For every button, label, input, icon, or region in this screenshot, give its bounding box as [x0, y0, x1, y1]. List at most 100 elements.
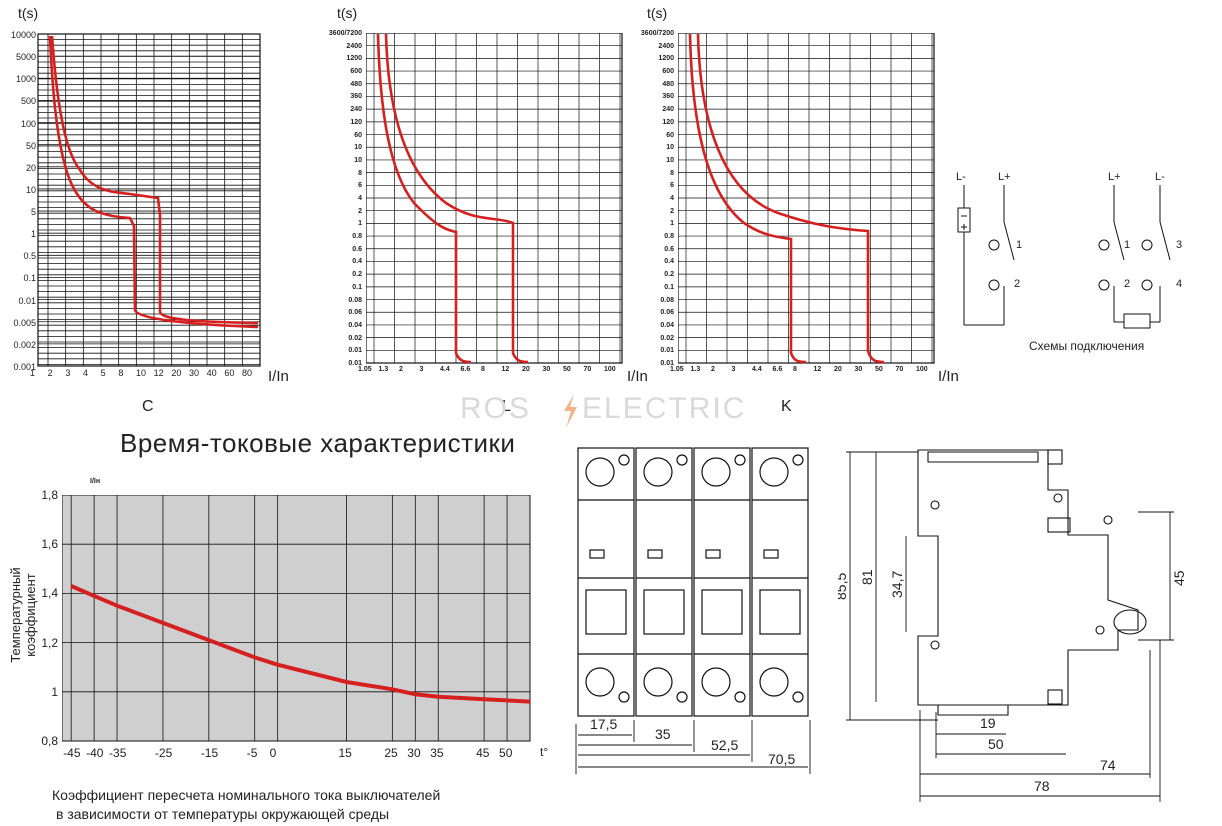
pole-window	[705, 549, 721, 559]
screw-icon	[585, 457, 615, 487]
tick-label: 20	[25, 162, 36, 173]
tick-label: 0.1	[23, 273, 36, 284]
chart-c-grid	[37, 33, 261, 367]
tick-label: 12	[501, 366, 510, 373]
temp-x-tick: 35	[430, 746, 444, 760]
tick-label: 5	[30, 207, 36, 218]
temp-x-tick: 25	[384, 746, 398, 760]
chart-c-x-label: I/In	[268, 368, 289, 385]
tick-label: 100	[916, 366, 928, 373]
tick-label: 100	[604, 366, 616, 373]
tick-label: 1200	[658, 55, 674, 63]
temp-x-unit: t°	[540, 745, 549, 759]
tick-label: 5000	[15, 52, 36, 63]
front-dim-d3: 52,5	[711, 737, 738, 753]
chart-c-x-ticks: 1 2 3 4 5 8 10 12 20 30 40 60 80	[30, 368, 268, 382]
tick-label: 30	[854, 366, 863, 373]
tick-label: 3600/7200	[328, 30, 362, 37]
tick-label: 10	[666, 156, 674, 164]
temp-x-tick: -25	[154, 746, 173, 760]
screw-icon	[701, 667, 731, 697]
tick-label: 0.1	[352, 283, 362, 291]
terminal-icon	[618, 454, 630, 466]
temp-x-tick: -15	[200, 746, 219, 760]
tick-label: 8	[118, 368, 124, 378]
side-dim-h3: 34,7	[889, 571, 905, 598]
temp-y-tick: 1,4	[41, 586, 58, 601]
wiring-left-t2: 2	[1014, 278, 1020, 290]
tick-label: 0.4	[352, 258, 362, 266]
tick-label: 8	[481, 366, 485, 373]
tick-label: 0.001	[13, 362, 36, 372]
pole-toggle	[701, 589, 743, 635]
temp-x-tick: 0	[269, 746, 277, 760]
tick-label: 0.4	[664, 258, 674, 266]
tick-label: 2400	[658, 42, 674, 50]
side-dim-w2: 50	[988, 736, 1004, 752]
tick-label: 5	[100, 368, 106, 378]
pole-toggle	[585, 589, 627, 635]
tick-label: 10	[354, 156, 362, 164]
tick-label: 1	[30, 229, 36, 240]
tick-label: 0.04	[348, 321, 362, 329]
tick-label: 600	[350, 68, 362, 76]
pole-window	[589, 549, 605, 559]
temp-x-ticks: -45 -40 -35 -25 -15 -5 0 15 25 30 35 45 50	[62, 746, 542, 760]
chart-c-upper-curve	[50, 35, 259, 325]
tick-label: 0.01	[348, 347, 362, 355]
tick-label: 4.4	[752, 366, 762, 373]
temp-y-tick: 1,8	[41, 488, 58, 502]
tick-label: 0.2	[352, 271, 362, 279]
tick-label: 70	[583, 366, 592, 373]
tick-label: 6	[358, 182, 362, 190]
chart-k-x-ticks: 1.05 1.3 2 3 4.4 6.6 8 12 20 30 50 70 100	[670, 366, 938, 378]
tick-label: 10	[354, 144, 362, 152]
tick-label: 80	[242, 368, 253, 378]
tick-label: 0.01	[660, 347, 674, 355]
tick-label: 10000	[10, 30, 36, 40]
tick-label: 500	[20, 96, 36, 107]
side-dim-h1: 85,5	[838, 573, 849, 600]
tick-label: 0.02	[348, 334, 362, 342]
lightning-icon	[564, 394, 577, 428]
tick-label: 240	[350, 106, 362, 114]
temp-curve	[70, 584, 531, 704]
tick-label: 360	[350, 93, 362, 101]
temp-y-tick: 1,6	[41, 537, 58, 552]
tick-label: 2	[358, 207, 362, 215]
pole-body	[751, 447, 809, 717]
tick-label: 60	[666, 131, 674, 139]
pole-body	[635, 447, 693, 717]
temp-caption-1: Коэффициент пересчета номинального тока …	[52, 787, 441, 803]
tick-label: 0.002	[13, 339, 36, 350]
tick-label: 0.01	[18, 295, 36, 306]
tick-label: 120	[350, 118, 362, 126]
tick-label: 10	[666, 144, 674, 152]
temp-x-tick: 15	[338, 746, 352, 760]
front-dim-d2: 35	[655, 726, 671, 742]
temp-x-tick: 30	[407, 746, 421, 760]
tick-label: 600	[662, 68, 674, 76]
wiring-right-t2: 2	[1124, 278, 1130, 290]
terminal-icon	[676, 691, 688, 703]
pole-toggle	[643, 589, 685, 635]
tick-label: 0.6	[664, 245, 674, 253]
tick-label: 0.2	[664, 271, 674, 279]
tick-label: 0.01	[348, 360, 362, 367]
chart-l-lower-curve	[376, 33, 472, 364]
tick-label: 360	[662, 93, 674, 101]
tick-label: 50	[25, 140, 36, 151]
tick-label: 10	[136, 368, 147, 378]
tick-label: 2	[711, 366, 715, 373]
tick-label: 100	[20, 118, 36, 129]
watermark-right: ELECTRIC	[582, 392, 747, 425]
tick-label: 1	[358, 220, 362, 228]
tick-label: 480	[350, 80, 362, 88]
temp-y-tick: 0,8	[41, 734, 58, 748]
tick-label: 50	[563, 366, 571, 373]
wiring-right-lminus: L-	[1155, 171, 1165, 183]
chart-l-grid	[366, 33, 623, 364]
chart-l-x-ticks: 1.05 1.3 2 3 4.4 6.6 8 12 20 30 50 70 100	[358, 366, 626, 378]
tick-label: 2400	[346, 42, 362, 50]
temp-x-tick: 45	[476, 746, 490, 760]
